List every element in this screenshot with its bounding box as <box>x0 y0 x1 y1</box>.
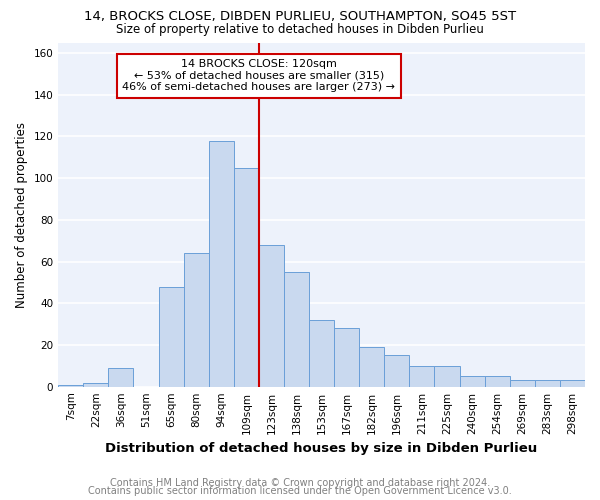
Y-axis label: Number of detached properties: Number of detached properties <box>15 122 28 308</box>
Bar <box>510 380 535 386</box>
Bar <box>109 368 133 386</box>
Bar <box>334 328 359 386</box>
Bar <box>485 376 510 386</box>
Bar <box>535 380 560 386</box>
Text: Contains HM Land Registry data © Crown copyright and database right 2024.: Contains HM Land Registry data © Crown c… <box>110 478 490 488</box>
X-axis label: Distribution of detached houses by size in Dibden Purlieu: Distribution of detached houses by size … <box>106 442 538 455</box>
Bar <box>209 140 234 386</box>
Bar <box>560 380 585 386</box>
Text: 14, BROCKS CLOSE, DIBDEN PURLIEU, SOUTHAMPTON, SO45 5ST: 14, BROCKS CLOSE, DIBDEN PURLIEU, SOUTHA… <box>84 10 516 23</box>
Bar <box>259 245 284 386</box>
Bar <box>359 347 385 387</box>
Text: 14 BROCKS CLOSE: 120sqm
← 53% of detached houses are smaller (315)
46% of semi-d: 14 BROCKS CLOSE: 120sqm ← 53% of detache… <box>122 59 395 92</box>
Bar <box>83 382 109 386</box>
Bar <box>234 168 259 386</box>
Bar <box>385 356 409 386</box>
Text: Contains public sector information licensed under the Open Government Licence v3: Contains public sector information licen… <box>88 486 512 496</box>
Bar <box>184 253 209 386</box>
Bar <box>58 384 83 386</box>
Bar <box>409 366 434 386</box>
Bar <box>434 366 460 386</box>
Bar <box>284 272 309 386</box>
Bar <box>309 320 334 386</box>
Bar <box>460 376 485 386</box>
Bar <box>158 286 184 386</box>
Text: Size of property relative to detached houses in Dibden Purlieu: Size of property relative to detached ho… <box>116 22 484 36</box>
